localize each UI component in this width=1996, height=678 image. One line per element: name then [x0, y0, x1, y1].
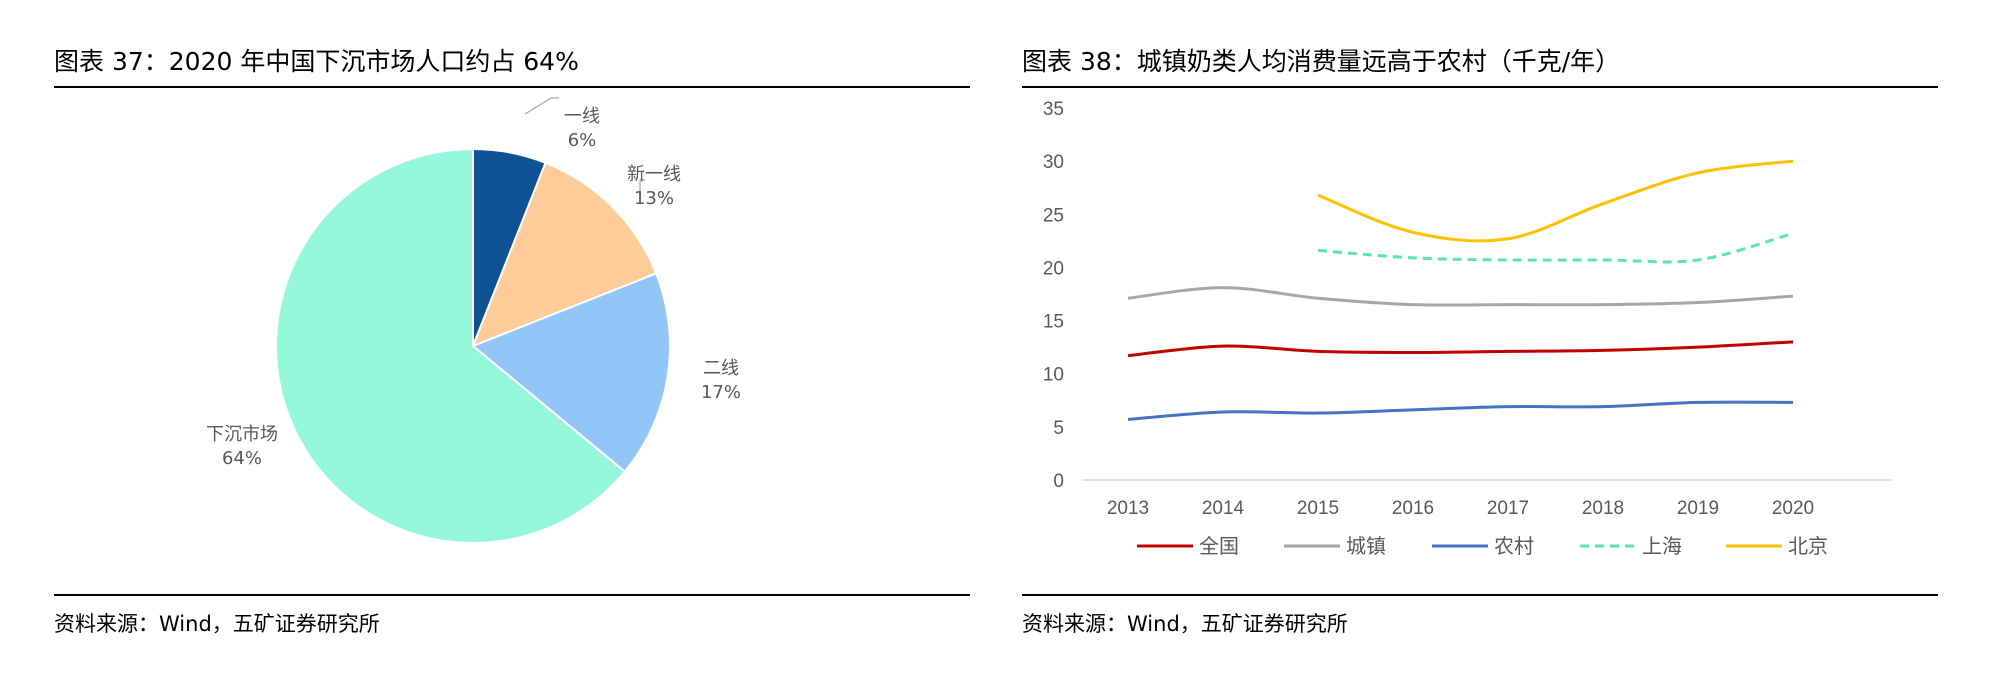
y-tick-label: 20	[1043, 258, 1064, 279]
line-chart-panel: 图表 38：城镇奶类人均消费量远高于农村（千克/年） 0 5 10 15 20 25 30 3…	[1022, 0, 1938, 678]
pie-leader-line-1	[639, 179, 645, 192]
series-line-农村	[1127, 400, 1794, 421]
x-tick-label: 2013	[1107, 498, 1149, 519]
pie-slice-value-1: 13%	[634, 188, 674, 209]
x-tick-label: 2020	[1772, 498, 1814, 519]
pie-source-note: 资料来源：Wind，五矿证券研究所	[54, 612, 380, 636]
pie-source-rule	[54, 594, 970, 596]
pie-slice-label-3: 下沉市场	[206, 424, 278, 445]
y-tick-label: 15	[1043, 312, 1064, 333]
pie-slice-label-2: 二线	[703, 358, 739, 379]
pie-slice-3	[275, 147, 627, 544]
pie-slice-value-2: 17%	[701, 382, 741, 403]
y-tick-label: 5	[1053, 418, 1064, 439]
y-tick-label: 0	[1053, 471, 1064, 492]
legend-label-北京: 北京	[1788, 534, 1828, 558]
x-tick-label: 2014	[1202, 498, 1245, 519]
legend-label-城镇: 城镇	[1346, 534, 1386, 558]
series-line-全国	[1127, 340, 1794, 358]
legend-label-农村: 农村	[1494, 534, 1534, 558]
y-tick-label: 25	[1043, 205, 1064, 226]
x-tick-label: 2018	[1582, 498, 1624, 519]
line-source-rule	[1022, 594, 1938, 596]
pie-slice-value-3: 64%	[222, 448, 262, 469]
pie-slice-value-0: 6%	[568, 130, 597, 151]
pie-chart: 一线 6% 新一线 13% 二线 17% 下沉市场 64%	[206, 97, 741, 544]
line-title-rule	[1022, 86, 1938, 88]
pie-chart-panel: 图表 37：2020 年中国下沉市场人口约占 64% 一线 6% 新一线 13% 二线 1…	[54, 0, 970, 678]
series-line-北京	[1317, 159, 1794, 243]
series-line-上海	[1317, 231, 1794, 264]
line-source-note: 资料来源：Wind，五矿证券研究所	[1022, 612, 1348, 636]
x-tick-label: 2019	[1677, 498, 1719, 519]
series-line-城镇	[1127, 286, 1794, 307]
y-tick-label: 30	[1043, 152, 1064, 173]
pie-slice-1	[471, 161, 658, 348]
pie-slice-label-1: 新一线	[627, 164, 681, 185]
pie-slice-label-0: 一线	[564, 106, 600, 127]
y-tick-label: 10	[1043, 365, 1064, 386]
pie-title-rule	[54, 86, 970, 88]
pie-chart-title: 图表 37：2020 年中国下沉市场人口约占 64%	[54, 47, 579, 76]
x-tick-label: 2015	[1297, 498, 1339, 519]
line-chart: 0 5 10 15 20 25 30 35 2013 2014 2015 2016 2017 2018 20…	[1043, 99, 1892, 558]
line-chart-title: 图表 38：城镇奶类人均消费量远高于农村（千克/年）	[1022, 47, 1621, 76]
x-tick-label: 2016	[1392, 498, 1434, 519]
legend-label-上海: 上海	[1642, 534, 1682, 558]
pie-leader-line-0	[524, 97, 559, 115]
x-tick-label: 2017	[1487, 498, 1529, 519]
y-tick-label: 35	[1043, 99, 1064, 120]
legend-label-全国: 全国	[1199, 534, 1239, 558]
pie-slice-2	[471, 272, 671, 473]
